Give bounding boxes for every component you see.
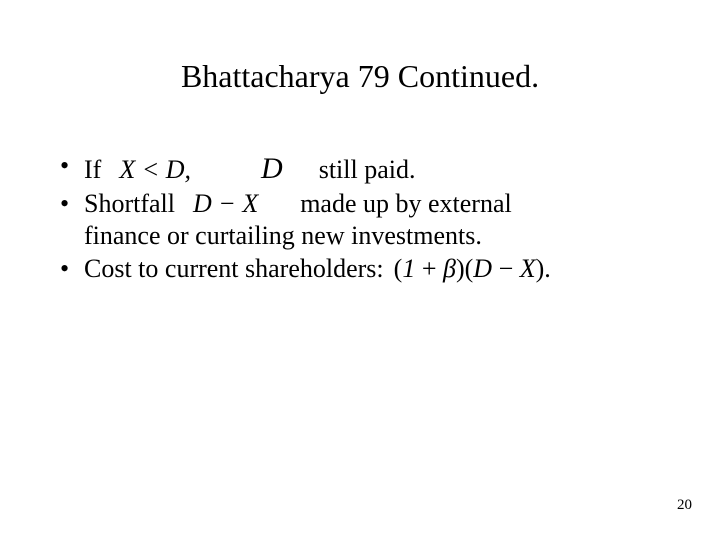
slide-title: Bhattacharya 79 Continued. (0, 58, 720, 95)
bullet-text: Cost to current shareholders: (1 + β)(D −… (84, 253, 680, 286)
bullet-text: If X < D, Dstill paid. (84, 150, 680, 188)
math-expression: X < D, (119, 155, 191, 184)
text-fragment: Cost to current shareholders: (84, 254, 384, 283)
math-expression: D − X (193, 189, 258, 218)
math-expression: D (261, 152, 283, 185)
slide-body: • If X < D, Dstill paid. • Shortfall D − X m… (60, 150, 680, 285)
bullet-marker: • (60, 188, 84, 221)
bullet-item: • Cost to current shareholders: (1 + β)(D… (60, 253, 680, 286)
bullet-item: • If X < D, Dstill paid. (60, 150, 680, 188)
bullet-item: • Shortfall D − X made up by external (60, 188, 680, 221)
bullet-continuation: finance or curtailing new investments. (60, 220, 680, 253)
text-fragment: made up by external (300, 189, 512, 218)
text-fragment: finance or curtailing new investments. (84, 221, 482, 250)
text-fragment: If (84, 155, 101, 184)
math-expression: (1 + β)(D − X). (394, 254, 551, 283)
text-fragment: Shortfall (84, 189, 175, 218)
page-number: 20 (677, 497, 692, 514)
bullet-text: Shortfall D − X made up by external (84, 188, 680, 221)
text-fragment: still paid. (319, 155, 416, 184)
bullet-marker: • (60, 253, 84, 286)
bullet-marker: • (60, 150, 84, 183)
slide: Bhattacharya 79 Continued. • If X < D, Dst… (0, 0, 720, 540)
